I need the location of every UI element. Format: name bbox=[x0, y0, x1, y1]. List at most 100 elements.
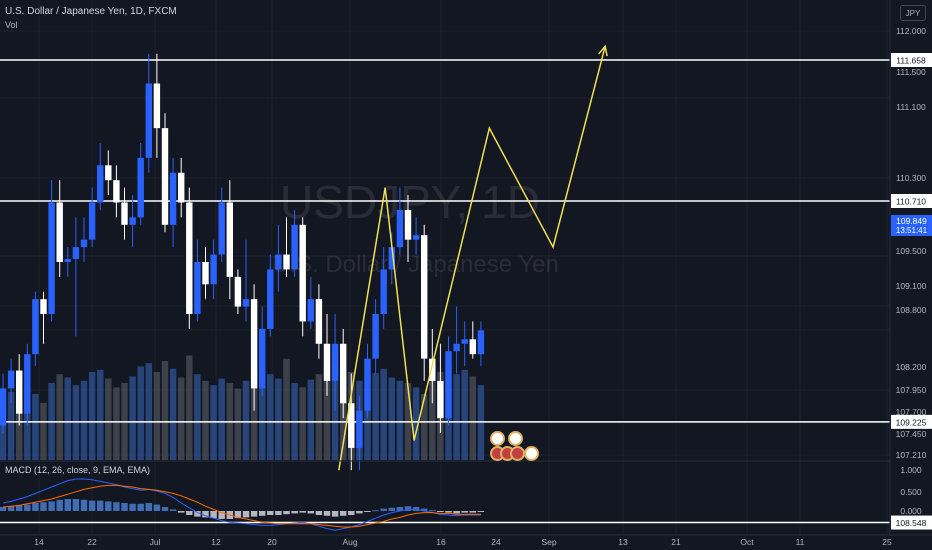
volume-bar bbox=[412, 387, 420, 460]
candle-body bbox=[461, 339, 468, 344]
price-tick-label: 110.300 bbox=[896, 173, 926, 183]
time-tick-label: 20 bbox=[267, 537, 277, 547]
price-tick-label: 108.200 bbox=[896, 362, 927, 372]
volume-bar bbox=[80, 380, 88, 460]
macd-histogram-bar bbox=[348, 511, 355, 515]
macd-title[interactable]: MACD (12, 26, close, 9, EMA, EMA) bbox=[5, 465, 151, 475]
candle-body bbox=[64, 259, 71, 262]
macd-histogram-bar bbox=[218, 511, 225, 519]
time-tick-label: Oct bbox=[740, 537, 754, 547]
candle-body bbox=[178, 172, 185, 203]
candle-body bbox=[307, 299, 314, 322]
volume-bar bbox=[307, 379, 314, 460]
macd-histogram-bar bbox=[16, 505, 23, 511]
candle-body bbox=[259, 328, 266, 389]
price-tick-label: 107.700 bbox=[896, 407, 927, 417]
volume-bar bbox=[32, 394, 39, 460]
volume-bar bbox=[161, 361, 169, 460]
flag-us-icon[interactable] bbox=[524, 446, 539, 461]
volume-bar bbox=[429, 378, 436, 460]
candle-body bbox=[275, 254, 282, 270]
macd-histogram-bar bbox=[48, 501, 55, 511]
price-tick-label: 112.000 bbox=[896, 26, 926, 36]
macd-histogram-bar bbox=[234, 511, 242, 519]
time-axis[interactable]: 14 22 Jul 12 20 Aug 16 24 Sep 13 21 Oct 11 25 bbox=[34, 537, 892, 547]
volume-bar bbox=[40, 402, 47, 460]
candle-body bbox=[283, 254, 290, 270]
candle-body bbox=[323, 343, 331, 381]
symbol-title[interactable]: U.S. Dollar / Japanese Yen, 1D, FXCM bbox=[5, 6, 177, 17]
candle-body bbox=[396, 209, 404, 248]
volume-bar bbox=[380, 368, 387, 460]
volume-bar bbox=[137, 366, 144, 460]
macd-histogram-bar bbox=[210, 511, 217, 519]
candle-body bbox=[226, 202, 233, 277]
level-label-box bbox=[891, 414, 932, 429]
macd-histogram-bar bbox=[356, 511, 363, 514]
macd-histogram-bar bbox=[97, 500, 104, 511]
volume-bar bbox=[234, 388, 242, 460]
level-label: 109.225 bbox=[896, 417, 927, 427]
macd-histogram-bar bbox=[194, 511, 201, 517]
candle-body bbox=[88, 202, 96, 240]
flag-jp-icon[interactable] bbox=[510, 446, 525, 461]
macd-tick-label: 1.000 bbox=[900, 465, 922, 475]
candle-body bbox=[267, 269, 274, 329]
candle-body bbox=[469, 339, 476, 355]
macd-histogram-bar bbox=[113, 502, 120, 511]
volume-bar bbox=[153, 372, 161, 460]
candle-body bbox=[80, 239, 88, 248]
candle-body bbox=[121, 202, 128, 225]
macd-histogram-bar bbox=[372, 510, 379, 512]
macd-histogram-bar bbox=[145, 503, 152, 511]
macd-histogram-bar bbox=[186, 511, 193, 515]
candle-body bbox=[153, 83, 161, 129]
volume-bar bbox=[396, 380, 404, 460]
macd-histogram-bar bbox=[461, 511, 468, 513]
macd-histogram-bar bbox=[161, 507, 169, 511]
price-tick-label: 108.800 bbox=[896, 305, 927, 315]
macd-histogram-bar bbox=[121, 503, 128, 511]
macd-histogram-bar bbox=[421, 508, 428, 511]
volume-bar bbox=[267, 374, 274, 460]
macd-histogram-bar bbox=[129, 503, 136, 511]
macd-histogram-bar bbox=[32, 503, 39, 511]
economic-events[interactable] bbox=[488, 430, 544, 461]
volume-bar bbox=[105, 378, 112, 460]
volume-bar bbox=[242, 380, 250, 460]
macd-histogram-bar bbox=[477, 511, 485, 512]
macd-histogram-bar bbox=[242, 511, 250, 518]
macd-histogram-bar bbox=[380, 508, 387, 511]
candle-body bbox=[250, 299, 258, 389]
macd-histogram-bar bbox=[259, 511, 266, 516]
countdown-timer: 13:51:41 bbox=[895, 226, 928, 235]
macd-histogram-bar bbox=[88, 500, 96, 511]
price-axis[interactable]: 112.000 111.500 111.100 110.300 109.500 109.1… bbox=[896, 26, 927, 516]
currency-badge[interactable]: JPY bbox=[900, 5, 926, 21]
volume-bar bbox=[16, 405, 23, 460]
volume-bar bbox=[315, 374, 323, 460]
macd-histogram-bar bbox=[445, 511, 452, 513]
macd-histogram-bar bbox=[275, 511, 282, 515]
candle-body bbox=[105, 165, 112, 181]
macd-histogram-bar bbox=[340, 511, 347, 516]
last-price-badge: 109.849 13:51:41 bbox=[891, 215, 932, 236]
macd-histogram-bar bbox=[80, 499, 88, 511]
time-tick-label: 11 bbox=[796, 537, 805, 547]
price-tick-label: 107.210 bbox=[896, 450, 927, 460]
volume-label[interactable]: Vol bbox=[5, 20, 18, 30]
macd-histogram-bar bbox=[24, 504, 31, 511]
candle-body bbox=[202, 261, 209, 285]
candle-body bbox=[145, 83, 152, 158]
flag-us-icon[interactable] bbox=[490, 431, 505, 446]
level-label-box bbox=[891, 193, 932, 208]
projection-path[interactable] bbox=[338, 44, 608, 471]
macd-histogram-bar bbox=[469, 511, 476, 513]
flag-us-icon[interactable] bbox=[508, 431, 523, 446]
macd-histogram-bar bbox=[315, 511, 323, 515]
time-tick-label: 16 bbox=[436, 537, 446, 547]
volume-bar bbox=[194, 374, 201, 460]
volume-bar bbox=[461, 369, 468, 460]
macd-histogram-bar bbox=[453, 511, 460, 514]
